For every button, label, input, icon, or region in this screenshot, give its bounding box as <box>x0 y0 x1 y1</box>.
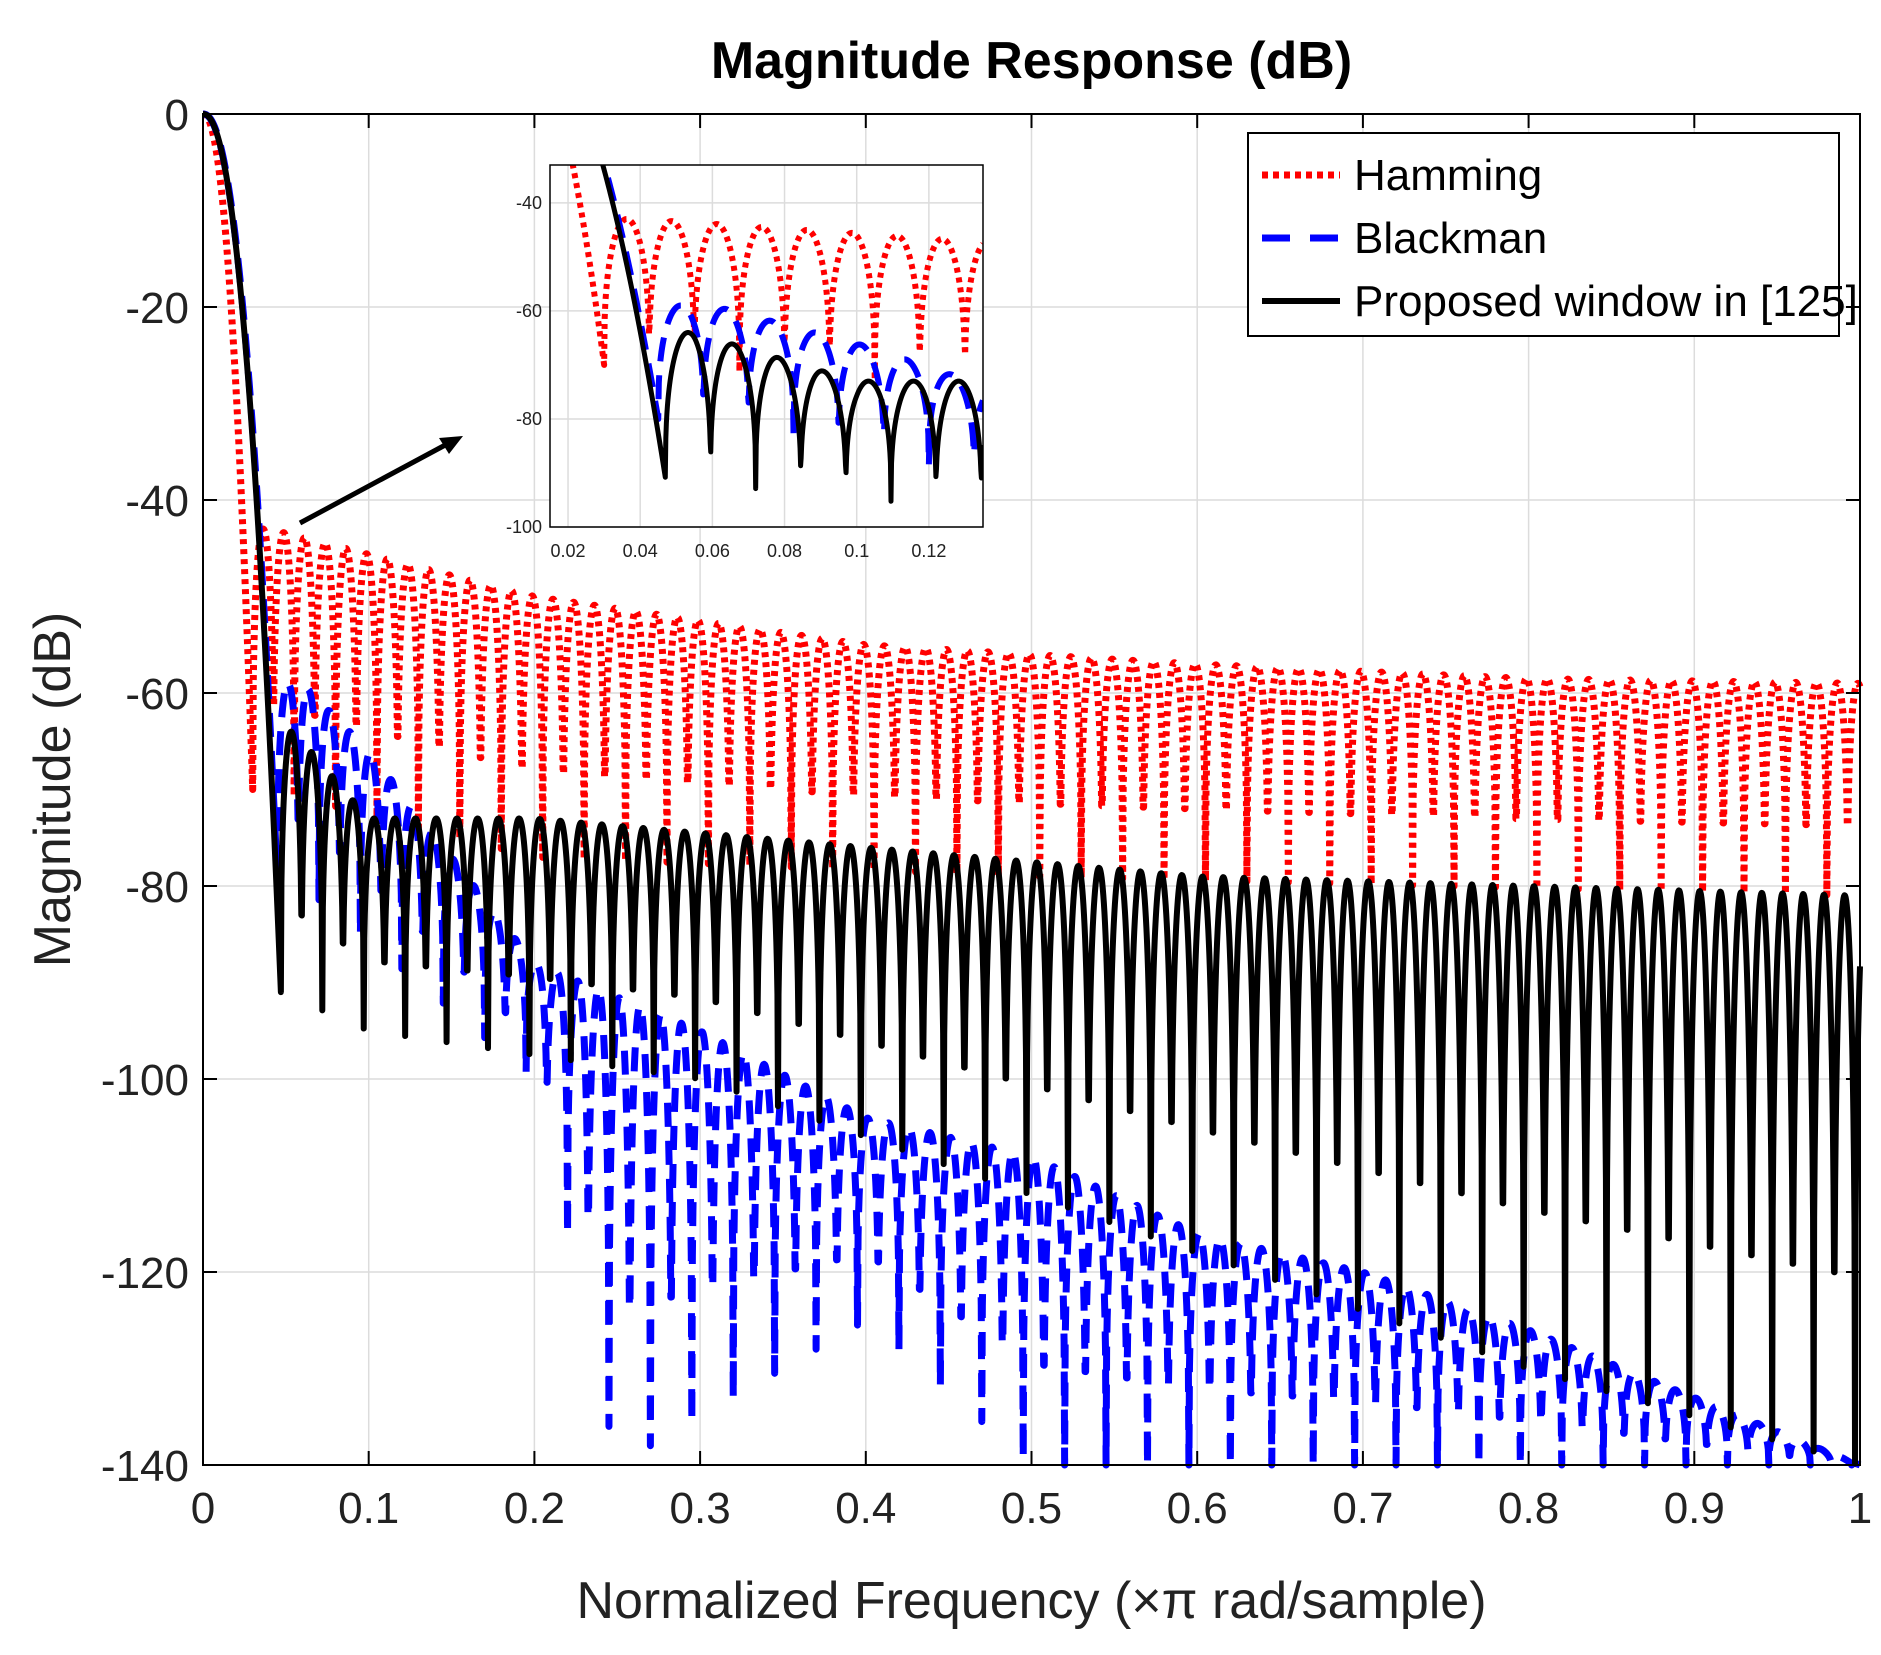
x-tick-label: 0.2 <box>504 1484 565 1533</box>
y-tick-label: -140 <box>101 1442 189 1491</box>
inset-x-tick-label: 0.12 <box>911 541 946 561</box>
series-line-blackman <box>200 110 1863 1469</box>
inset-x-tick-label: 0.08 <box>767 541 802 561</box>
legend-label: Hamming <box>1354 151 1542 200</box>
x-tick-label: 0.8 <box>1498 1484 1559 1533</box>
x-tick-label: 1 <box>1848 1484 1872 1533</box>
y-tick-label: -20 <box>125 284 189 333</box>
x-tick-label: 0.7 <box>1332 1484 1393 1533</box>
inset-zoom-plot: 0.02 0.04 0.06 0.08 0.1 0.12 -40 -60 -80 -100 <box>506 164 984 561</box>
x-axis-label: Normalized Frequency (×π rad/sample) <box>576 1572 1486 1630</box>
inset-series-line-2 <box>600 165 983 504</box>
y-tick-label: -40 <box>125 477 189 526</box>
x-tick-label: 0.5 <box>1001 1484 1062 1533</box>
x-tick-label: 0 <box>191 1484 215 1533</box>
inset-y-tick-label: -80 <box>516 409 542 429</box>
legend-label: Blackman <box>1354 214 1547 263</box>
x-tick-label: 0.4 <box>835 1484 896 1533</box>
x-tick-label: 0.6 <box>1167 1484 1228 1533</box>
inset-frame <box>549 164 984 528</box>
y-tick-label: -60 <box>125 670 189 719</box>
inset-y-tick-label: -40 <box>516 193 542 213</box>
legend-label: Proposed window in [125] <box>1354 277 1858 326</box>
zoom-arrow <box>298 436 463 526</box>
inset-x-tick-label: 0.02 <box>551 541 586 561</box>
x-tick-label: 0.9 <box>1664 1484 1725 1533</box>
series-line-hamming <box>200 110 1864 899</box>
x-tick-label: 0.3 <box>670 1484 731 1533</box>
inset-lines <box>569 165 983 504</box>
y-tick-label: -100 <box>101 1056 189 1105</box>
inset-series-line-0 <box>569 165 983 384</box>
x-tick-label: 0.1 <box>338 1484 399 1533</box>
plot-lines <box>200 110 1864 1469</box>
series-line-proposed-window-in-125 <box>200 111 1863 1467</box>
axis-ticks: 0 0.1 0.2 0.3 0.4 0.5 0.6 0.7 0.8 0.9 1 0 -20 -40 -60 -… <box>101 91 1872 1533</box>
y-tick-label: 0 <box>165 91 189 140</box>
inset-y-tick-label: -60 <box>516 301 542 321</box>
inset-y-tick-label: -100 <box>506 517 542 537</box>
legend: Hamming Blackman Proposed window in [125] <box>1247 132 1858 337</box>
y-tick-label: -120 <box>101 1249 189 1298</box>
chart-title: Magnitude Response (dB) <box>711 32 1352 90</box>
y-tick-label: -80 <box>125 863 189 912</box>
legend-box <box>1247 132 1840 337</box>
inset-x-tick-label: 0.04 <box>623 541 658 561</box>
y-axis-label: Magnitude (dB) <box>24 612 82 968</box>
arrow-shaft <box>298 440 451 526</box>
inset-x-tick-label: 0.1 <box>844 541 869 561</box>
inset-x-tick-label: 0.06 <box>695 541 730 561</box>
arrow-head <box>439 436 463 454</box>
